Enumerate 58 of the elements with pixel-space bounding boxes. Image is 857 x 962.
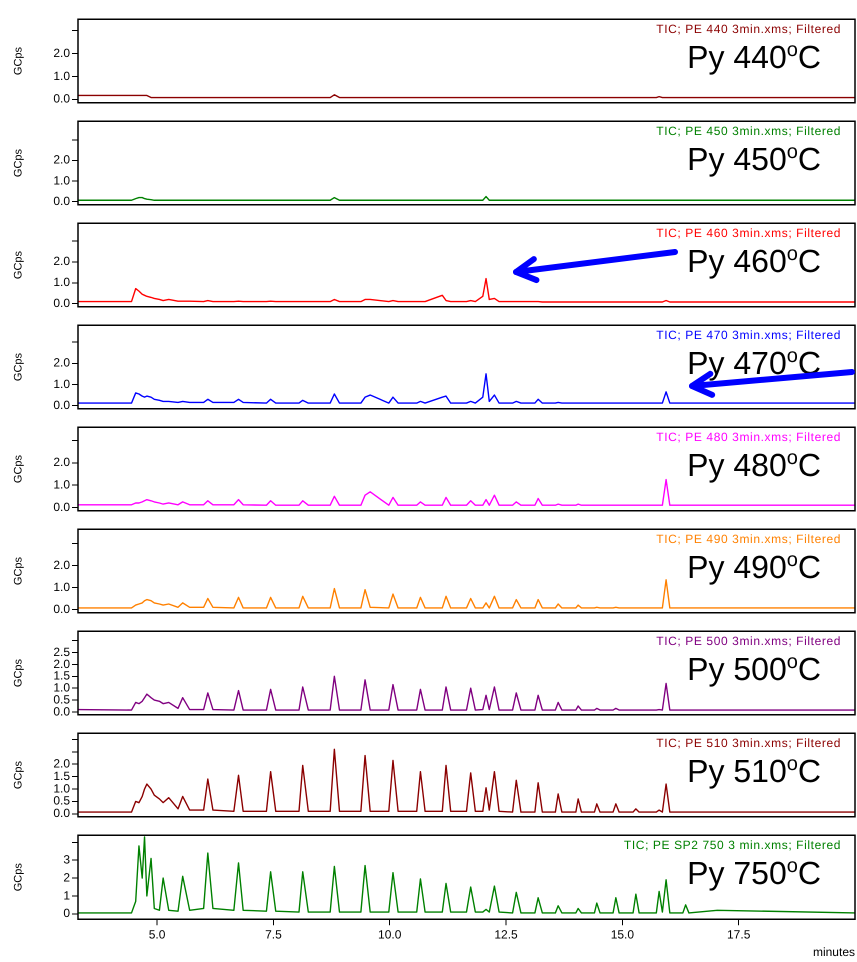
- y-axis-title: GCps: [12, 862, 25, 892]
- annotation: TIC; PE 480 3min.xms; Filtered: [656, 430, 841, 444]
- annotation: TIC; PE SP2 750 3 min.xms; Filtered: [624, 838, 842, 852]
- y-axis-title: GCps: [12, 250, 25, 280]
- y-tick-label: 1.0: [53, 477, 70, 492]
- y-tick-label: 0.0: [53, 92, 70, 106]
- y-tick-label: 2.0: [53, 356, 70, 370]
- annotation: TIC; PE 500 3min.xms; Filtered: [656, 634, 841, 648]
- y-tick-label: 0.0: [53, 704, 70, 718]
- y-tick-label: 2.0: [53, 558, 70, 572]
- y-tick-label: 1.5: [53, 668, 70, 683]
- y-tick-label: 0: [63, 906, 70, 920]
- y-tick-label: 0.0: [53, 296, 70, 310]
- x-tick-label: 17.5: [727, 928, 751, 942]
- y-tick-label: 1.0: [53, 173, 70, 188]
- y-tick-label: 1: [63, 888, 70, 902]
- annotation: TIC; PE 510 3min.xms; Filtered: [656, 736, 841, 750]
- x-tick-label: 5.0: [148, 928, 166, 942]
- y-tick-label: 3: [63, 852, 70, 867]
- y-axis-title: GCps: [12, 352, 25, 382]
- y-tick-label: 1.0: [53, 781, 70, 796]
- annotation: TIC; PE 440 3min.xms; Filtered: [656, 22, 841, 36]
- y-axis-title: GCps: [12, 148, 25, 178]
- y-tick-label: 0.5: [53, 794, 70, 808]
- y-tick-label: 1.0: [53, 580, 70, 594]
- y-tick-label: 1.5: [53, 768, 70, 783]
- y-tick-label: 0.5: [53, 692, 70, 706]
- annotation: TIC; PE 470 3min.xms; Filtered: [656, 328, 841, 342]
- y-tick-label: 0.0: [53, 194, 70, 208]
- y-tick-label: 0.0: [53, 500, 70, 514]
- x-tick-label: 10.0: [378, 928, 402, 942]
- x-tick-label: 15.0: [610, 928, 634, 942]
- y-tick-label: 2.0: [53, 254, 70, 268]
- y-tick-label: 0.0: [53, 602, 70, 616]
- y-axis-title: GCps: [12, 556, 25, 586]
- y-axis-title: GCps: [12, 46, 25, 76]
- y-tick-label: 1.0: [53, 68, 70, 83]
- y-tick-label: 2.0: [53, 455, 70, 470]
- y-tick-label: 2.0: [53, 46, 70, 60]
- y-axis-title: GCps: [12, 454, 25, 484]
- y-tick-label: 2.5: [53, 644, 70, 659]
- y-axis-title: GCps: [12, 760, 25, 790]
- y-tick-label: 0.0: [53, 398, 70, 412]
- y-tick-label: 2.0: [53, 756, 70, 771]
- y-tick-label: 2: [63, 870, 70, 884]
- annotation: TIC; PE 490 3min.xms; Filtered: [656, 532, 841, 546]
- y-tick-label: 1.0: [53, 680, 70, 695]
- annotation: TIC; PE 450 3min.xms; Filtered: [656, 124, 841, 138]
- x-tick-label: 12.5: [494, 928, 518, 942]
- y-tick-label: 1.0: [53, 275, 70, 290]
- annotation: TIC; PE 460 3min.xms; Filtered: [656, 226, 841, 240]
- y-tick-label: 1.0: [53, 376, 70, 391]
- x-axis-title: minutes: [812, 945, 855, 960]
- y-tick-label: 0.0: [53, 806, 70, 820]
- y-axis-title: GCps: [12, 658, 25, 688]
- y-tick-label: 2.0: [53, 656, 70, 671]
- x-tick-label: 7.5: [265, 928, 282, 942]
- y-tick-label: 2.0: [53, 152, 70, 167]
